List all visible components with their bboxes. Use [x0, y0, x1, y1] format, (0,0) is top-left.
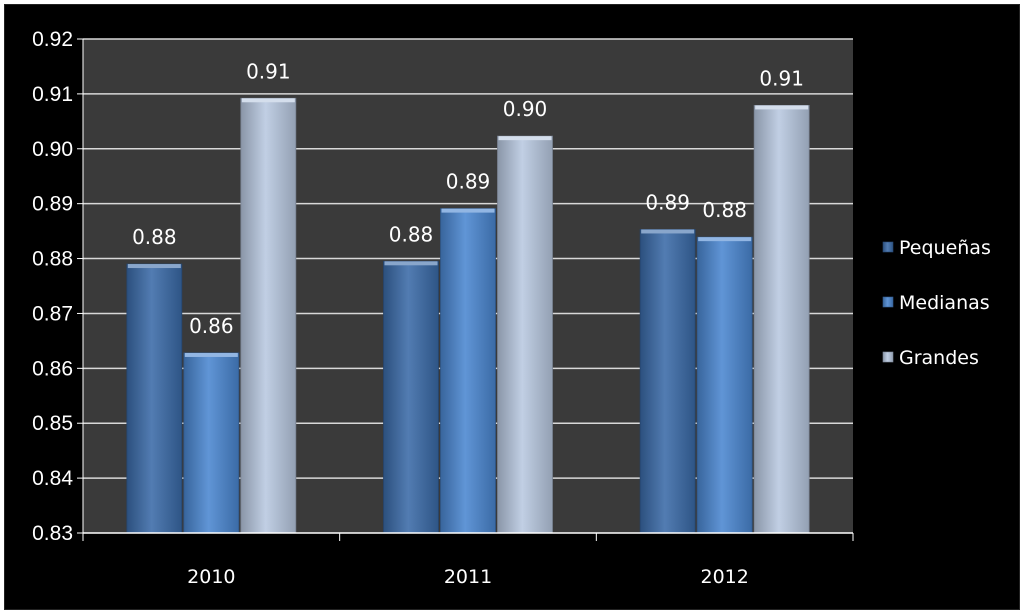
bar — [183, 352, 240, 534]
data-label: 0.88 — [702, 198, 747, 222]
y-tick-label: 0.89 — [32, 193, 73, 216]
bar-highlight — [755, 105, 809, 110]
legend-label: Medianas — [899, 292, 990, 314]
data-label: 0.89 — [446, 170, 491, 194]
y-tick-label: 0.91 — [32, 83, 73, 106]
bar-highlight — [498, 136, 552, 141]
legend-swatch — [882, 241, 894, 253]
chart-frame: 0.88 0.86 0.91 0.88 0.89 0.90 0.89 0.88 0.91 0.8… — [4, 4, 1020, 610]
y-tick-label: 0.92 — [32, 28, 73, 51]
x-tick-label: 2010 — [187, 566, 235, 588]
y-tick-label: 0.84 — [32, 467, 73, 490]
bar — [639, 229, 696, 534]
legend-swatch — [882, 351, 894, 363]
bar — [440, 208, 496, 534]
data-label: 0.89 — [645, 190, 690, 214]
data-label: 0.90 — [503, 97, 548, 121]
bar — [240, 97, 297, 534]
bar — [383, 260, 439, 534]
bar-highlight — [241, 98, 295, 103]
data-label: 0.86 — [189, 314, 234, 338]
legend-label: Grandes — [899, 347, 979, 369]
bar-highlight — [384, 261, 438, 266]
bar-highlight — [127, 264, 181, 269]
x-tick-label: 2011 — [444, 566, 492, 588]
y-tick-label: 0.88 — [32, 248, 73, 271]
bar — [126, 263, 183, 534]
y-tick-label: 0.87 — [32, 302, 73, 325]
data-label: 0.91 — [759, 66, 804, 90]
bar-highlight — [441, 208, 495, 213]
legend-label: Pequeñas — [899, 237, 991, 259]
bar-highlight — [698, 237, 752, 242]
y-tick-label: 0.83 — [32, 522, 73, 545]
legend-swatch — [882, 296, 894, 308]
bar — [696, 236, 753, 534]
bar-chart: 0.88 0.86 0.91 0.88 0.89 0.90 0.89 0.88 0.91 0.8… — [32, 28, 991, 588]
axes: 0.83 0.84 0.85 0.86 0.87 0.88 0.89 0.90 0.91 0.92… — [32, 28, 854, 588]
data-label: 0.91 — [246, 59, 291, 83]
bar — [753, 105, 810, 534]
bar — [497, 135, 553, 534]
y-tick-label: 0.85 — [32, 412, 73, 435]
bar-highlight — [641, 229, 695, 234]
bars — [126, 97, 810, 534]
data-label: 0.88 — [389, 222, 434, 246]
x-tick-label: 2012 — [700, 566, 748, 588]
legend: Pequeñas Medianas Grandes — [882, 237, 991, 369]
y-tick-label: 0.90 — [32, 138, 73, 161]
bar-highlight — [184, 352, 238, 357]
data-label: 0.88 — [132, 225, 177, 249]
data-labels: 0.88 0.86 0.91 0.88 0.89 0.90 0.89 0.88 0.91 — [132, 59, 804, 338]
y-tick-label: 0.86 — [32, 357, 73, 380]
